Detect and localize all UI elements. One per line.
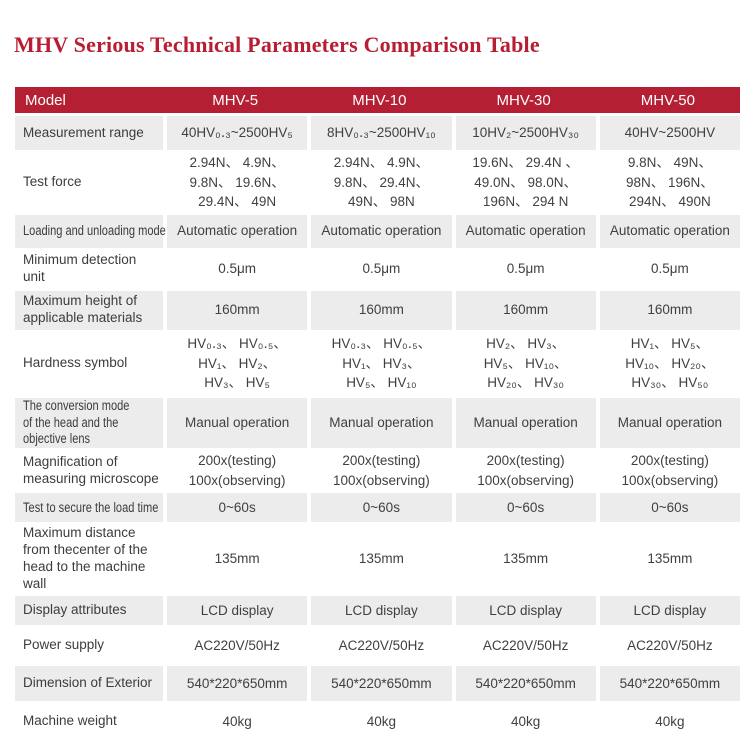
param-value: Automatic operation xyxy=(599,214,740,248)
param-label: Maximum height of applicable materials xyxy=(15,290,163,330)
param-value: LCD display xyxy=(599,595,740,625)
param-value: 200x(testing) 100x(observing) xyxy=(455,451,596,491)
table-row-measurement-range: Measurement range 40HV₀․₃~2500HV₅ 8HV₀․₃… xyxy=(15,116,740,150)
table-row-hardness-symbol: Hardness symbol HV₀․₃、 HV₀․₅、 HV₁、 HV₂、 … xyxy=(15,332,740,395)
param-value: LCD display xyxy=(455,595,596,625)
param-value: 40kg xyxy=(599,703,740,739)
parameters-table: Model MHV-5 MHV-10 MHV-30 MHV-50 Measure… xyxy=(15,87,740,740)
header-mhv-30: MHV-30 xyxy=(496,91,551,109)
param-value: 40kg xyxy=(311,703,452,739)
param-value: 40HV₀․₃~2500HV₅ xyxy=(167,116,308,150)
param-value: HV₁、 HV₅、 HV₁₀、 HV₂₀、 HV₃₀、 HV₅₀ xyxy=(599,332,740,395)
param-value: AC220V/50Hz xyxy=(599,627,740,663)
param-value: AC220V/50Hz xyxy=(167,627,308,663)
param-value: 0~60s xyxy=(311,493,452,523)
param-value: 40HV~2500HV xyxy=(599,116,740,150)
param-value: 9.8N、 49N、 98N、 196N、 294N、 490N xyxy=(599,153,740,212)
param-value: 160mm xyxy=(599,290,740,330)
param-value: 0.5μm xyxy=(311,250,452,288)
param-value: Manual operation xyxy=(311,397,452,449)
param-value: Automatic operation xyxy=(167,214,308,248)
param-value: 0.5μm xyxy=(167,250,308,288)
param-value: 540*220*650mm xyxy=(599,665,740,701)
param-value: 540*220*650mm xyxy=(455,665,596,701)
param-value: 540*220*650mm xyxy=(167,665,308,701)
param-value: HV₀․₃、 HV₀․₅、 HV₁、 HV₃、 HV₅、 HV₁₀ xyxy=(311,332,452,395)
param-value: 8HV₀․₃~2500HV₁₀ xyxy=(311,116,452,150)
param-value: 160mm xyxy=(311,290,452,330)
param-label: Dimension of Exterior xyxy=(15,665,163,701)
param-value: HV₀․₃、 HV₀․₅、 HV₁、 HV₂、 HV₃、 HV₅ xyxy=(167,332,308,395)
param-value: HV₂、 HV₃、 HV₅、 HV₁₀、 HV₂₀、 HV₃₀ xyxy=(455,332,596,395)
param-label: Machine weight xyxy=(15,703,163,739)
param-value: 135mm xyxy=(167,525,308,593)
param-label: Minimum detection unit xyxy=(15,250,163,288)
param-value: 200x(testing) 100x(observing) xyxy=(599,451,740,491)
param-value: 160mm xyxy=(455,290,596,330)
param-value: 40kg xyxy=(455,703,596,739)
param-label: Magnification of measuring microscope xyxy=(15,451,163,491)
table-row-power-supply: Power supply AC220V/50Hz AC220V/50Hz AC2… xyxy=(15,627,740,663)
param-value: 200x(testing) 100x(observing) xyxy=(311,451,452,491)
param-value: 200x(testing) 100x(observing) xyxy=(167,451,308,491)
table-row-magnification: Magnification of measuring microscope 20… xyxy=(15,451,740,491)
param-value: 0.5μm xyxy=(455,250,596,288)
param-value: 0~60s xyxy=(167,493,308,523)
param-label: Display attributes xyxy=(15,595,163,625)
header-mhv-10: MHV-10 xyxy=(352,91,407,109)
param-value: 2.94N、 4.9N、 9.8N、 19.6N、 29.4N、 49N xyxy=(167,153,308,212)
table-row-machine-weight: Machine weight 40kg 40kg 40kg 40kg xyxy=(15,703,740,739)
param-label: Test to secure the load time xyxy=(15,493,163,523)
param-value: 160mm xyxy=(167,290,308,330)
param-value: Manual operation xyxy=(455,397,596,449)
table-row-conversion-mode: The conversion mode of the head and the … xyxy=(15,397,740,449)
table-row-max-height: Maximum height of applicable materials 1… xyxy=(15,290,740,330)
param-value: Manual operation xyxy=(167,397,308,449)
table-row-load-time: Test to secure the load time 0~60s 0~60s… xyxy=(15,493,740,523)
param-label: Measurement range xyxy=(15,116,163,150)
table-row-test-force: Test force 2.94N、 4.9N、 9.8N、 19.6N、 29.… xyxy=(15,153,740,212)
table-row-loading-mode: Loading and unloading mode Automatic ope… xyxy=(15,214,740,248)
param-value: Automatic operation xyxy=(311,214,452,248)
param-value: AC220V/50Hz xyxy=(311,627,452,663)
param-value: 0~60s xyxy=(455,493,596,523)
table-row-dimension: Dimension of Exterior 540*220*650mm 540*… xyxy=(15,665,740,701)
header-mhv-50: MHV-50 xyxy=(640,91,695,109)
param-value: Automatic operation xyxy=(455,214,596,248)
param-value: AC220V/50Hz xyxy=(455,627,596,663)
param-value: 135mm xyxy=(599,525,740,593)
param-value: 0~60s xyxy=(599,493,740,523)
param-label: Loading and unloading mode xyxy=(15,214,166,248)
param-label: Maximum distance from thecenter of the h… xyxy=(15,525,163,593)
table-header-row: Model MHV-5 MHV-10 MHV-30 MHV-50 xyxy=(15,87,740,113)
param-value: 135mm xyxy=(455,525,596,593)
table-row-max-distance: Maximum distance from thecenter of the h… xyxy=(15,525,740,593)
param-value: 135mm xyxy=(311,525,452,593)
header-model: Model xyxy=(25,91,66,109)
param-value: 2.94N、 4.9N、 9.8N、 29.4N、 49N、 98N xyxy=(311,153,452,212)
page-title: MHV Serious Technical Parameters Compari… xyxy=(14,32,540,57)
param-value: LCD display xyxy=(167,595,308,625)
header-mhv-5: MHV-5 xyxy=(212,91,259,109)
param-label: Hardness symbol xyxy=(15,332,163,395)
param-label: Power supply xyxy=(15,627,163,663)
param-value: LCD display xyxy=(311,595,452,625)
table-row-display-attributes: Display attributes LCD display LCD displ… xyxy=(15,595,740,625)
param-label: Test force xyxy=(15,153,163,212)
table-row-min-detection: Minimum detection unit 0.5μm 0.5μm 0.5μm… xyxy=(15,250,740,288)
param-value: 10HV₂~2500HV₃₀ xyxy=(455,116,596,150)
param-value: 40kg xyxy=(167,703,308,739)
param-value: 0.5μm xyxy=(599,250,740,288)
param-value: 540*220*650mm xyxy=(311,665,452,701)
param-label: The conversion mode of the head and the … xyxy=(15,397,163,449)
param-value: Manual operation xyxy=(599,397,740,449)
param-value: 19.6N、 29.4N 、 49.0N、 98.0N、 196N、 294 N xyxy=(455,153,596,212)
